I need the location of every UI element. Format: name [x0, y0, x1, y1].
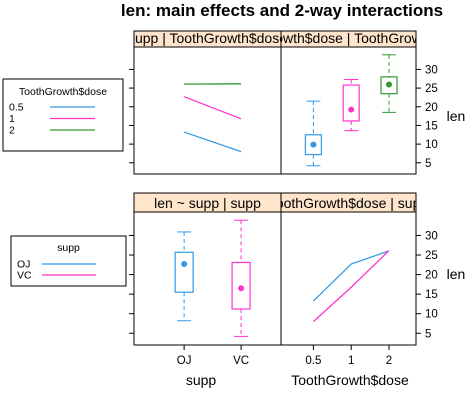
box-iqr [231, 261, 251, 310]
panel-interaction-supp-by-dose: supp | ToothGrowth$dose [128, 30, 287, 175]
y-tick-label: 20 [425, 102, 438, 114]
y-tick-label: 5 [425, 158, 431, 170]
legend-entry-label: 1 [9, 113, 15, 125]
panel-strip-label: len ~ supp | supp [154, 195, 261, 211]
legend-entry-label: VC [17, 270, 32, 282]
x-tick-label: OJ [177, 355, 192, 367]
y-tick-label: 10 [425, 139, 438, 151]
legend-title: supp [57, 242, 80, 254]
series-line-0.5 [183, 131, 242, 153]
panel-interaction-dose-by-supp: ToothGrowth$dose | supp 5 10 15 20 25 30 0.5 1 2 [269, 192, 438, 367]
box-VC [231, 219, 251, 337]
box-iqr [304, 134, 322, 156]
box-median-dot [181, 261, 188, 268]
panel-border [133, 192, 282, 346]
series-line-1 [183, 96, 242, 120]
box-iqr [342, 84, 360, 122]
x-tick-label: VC [233, 355, 249, 367]
y-axis-title-bottom: len [447, 266, 466, 282]
panel-border [280, 30, 417, 175]
y-tick-label: 30 [425, 64, 438, 76]
series-line-VC [312, 250, 390, 323]
panel-strip-label: supp | ToothGrowth$dose [128, 30, 287, 46]
chart-title: len: main effects and 2-way interactions [121, 1, 443, 20]
x-tick-label: 2 [386, 355, 392, 367]
y-tick-label: 25 [425, 83, 438, 95]
box-median-dot [238, 285, 245, 292]
series-line-OJ [312, 250, 390, 302]
y-tick-label: 20 [425, 270, 438, 282]
box-iqr [380, 76, 398, 95]
legend-dose: ToothGrowth$dose 0.512 [2, 78, 124, 152]
x-axis-title-dose: ToothGrowth$dose [291, 372, 409, 388]
legend-box [2, 78, 124, 152]
box-OJ [174, 231, 194, 322]
panel-strip-label: ToothGrowth$dose | ToothGrowth$dose [225, 30, 471, 46]
y-tick-label: 15 [425, 289, 438, 301]
panel-boxplot-supp: len ~ supp | supp OJ VC [129, 192, 282, 367]
x-tick-label: 1 [348, 355, 354, 367]
box-2 [380, 54, 398, 113]
legend-box [10, 235, 127, 287]
box-median-dot [348, 106, 355, 113]
y-tick-label: 30 [425, 230, 438, 242]
panel-grid: supp | ToothGrowth$doseToothGrowth$dose … [128, 30, 471, 367]
legend-entry-label: OJ [17, 259, 30, 271]
y-tick-label: 15 [425, 120, 438, 132]
y-tick-label: 25 [425, 250, 438, 262]
panel-boxplot-dose: ToothGrowth$dose | ToothGrowth$dose 5 10 15… [225, 30, 471, 175]
box-median-dot [386, 81, 392, 88]
x-axis-title-supp: supp [186, 372, 217, 388]
y-tick-label: 10 [425, 309, 438, 321]
x-tick-label: 0.5 [305, 355, 321, 367]
legend-title: ToothGrowth$dose [19, 86, 107, 98]
box-median-dot [310, 141, 317, 148]
legend-entry-label: 0.5 [9, 102, 24, 114]
box-1 [342, 78, 360, 132]
y-axis-title-top: len [447, 108, 466, 124]
y-tick-label: 5 [425, 328, 431, 340]
panel-strip-label: ToothGrowth$dose | supp [269, 195, 429, 211]
panel-border [280, 192, 417, 346]
box-iqr [174, 251, 194, 293]
legend-entry-label: 2 [9, 125, 15, 137]
box-0.5 [304, 100, 322, 167]
panel-border [133, 30, 282, 175]
